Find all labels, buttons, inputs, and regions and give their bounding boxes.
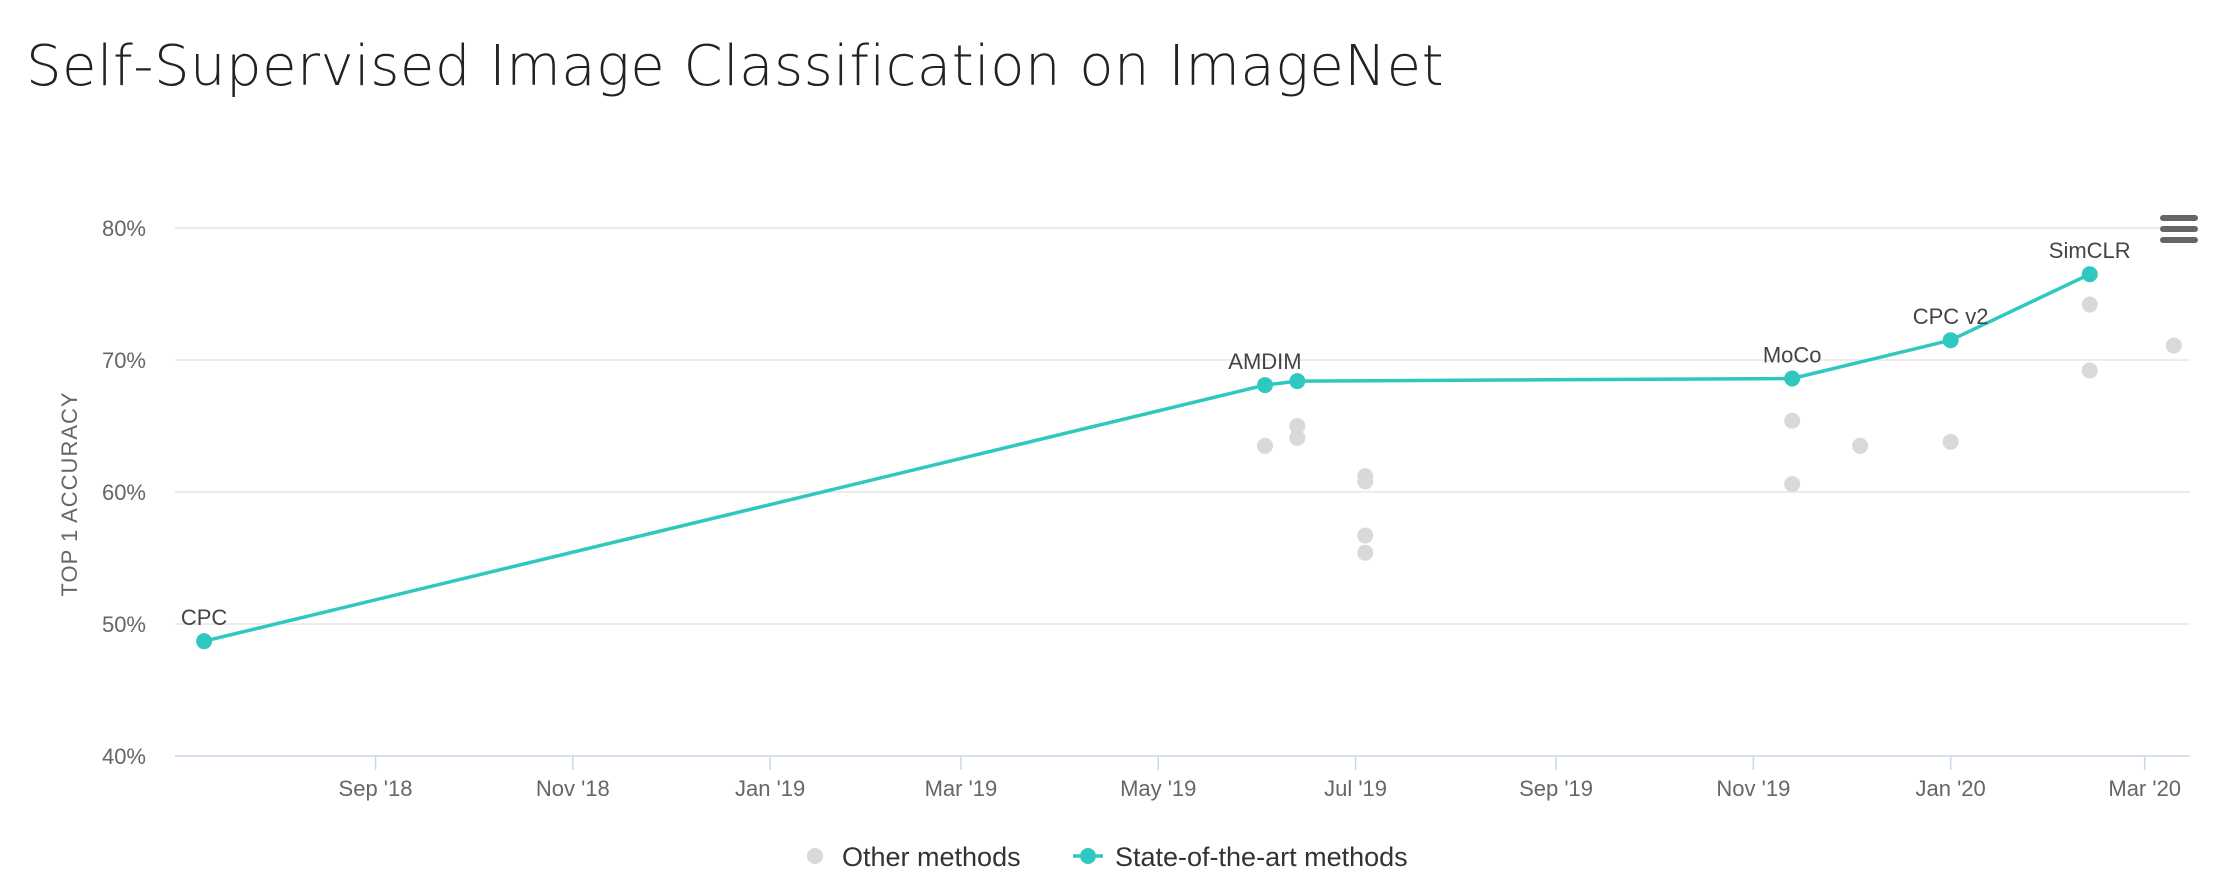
y-tick-label: 70% xyxy=(102,348,146,373)
other-method-point[interactable] xyxy=(1784,412,1801,429)
y-tick-label: 80% xyxy=(102,216,146,241)
other-method-point[interactable] xyxy=(1357,473,1374,490)
other-method-point[interactable] xyxy=(1942,433,1959,450)
sota-method-point[interactable] xyxy=(1256,377,1273,394)
other-method-point[interactable] xyxy=(2081,362,2098,379)
x-tick-label: Nov '19 xyxy=(1716,776,1790,801)
y-tick-label: 60% xyxy=(102,480,146,505)
point-label: SimCLR xyxy=(2049,238,2131,263)
y-axis-title: TOP 1 ACCURACY xyxy=(57,391,82,596)
other-method-point[interactable] xyxy=(1256,437,1273,454)
sota-method-point[interactable] xyxy=(2081,266,2098,283)
x-tick-label: Jan '19 xyxy=(735,776,805,801)
legend-sota-label[interactable]: State-of-the-art methods xyxy=(1115,842,1408,872)
sota-method-point[interactable] xyxy=(196,633,213,650)
point-label: CPC v2 xyxy=(1913,304,1989,329)
sota-method-point[interactable] xyxy=(1784,370,1801,387)
other-method-point[interactable] xyxy=(1357,544,1374,561)
other-method-point[interactable] xyxy=(1357,527,1374,544)
other-method-point[interactable] xyxy=(1852,437,1869,454)
other-method-point[interactable] xyxy=(1784,476,1801,493)
point-label: CPC xyxy=(181,605,228,630)
x-tick-label: May '19 xyxy=(1120,776,1196,801)
chart-menu-button[interactable] xyxy=(2160,215,2198,247)
point-label: AMDIM xyxy=(1228,349,1301,374)
x-tick-label: Sep '19 xyxy=(1519,776,1593,801)
sota-method-point[interactable] xyxy=(1942,332,1959,349)
x-tick-label: Mar '20 xyxy=(2108,776,2181,801)
y-tick-label: 40% xyxy=(102,744,146,769)
other-method-point[interactable] xyxy=(1289,429,1306,446)
other-method-point[interactable] xyxy=(2081,296,2098,313)
x-tick-label: Sep '18 xyxy=(339,776,413,801)
sota-method-point[interactable] xyxy=(1289,373,1306,390)
sota-line xyxy=(203,272,2091,643)
other-method-point[interactable] xyxy=(2165,337,2182,354)
other-method-point[interactable] xyxy=(1289,418,1306,434)
x-tick-label: Mar '19 xyxy=(925,776,998,801)
y-tick-label: 50% xyxy=(102,612,146,637)
page-title: Self-Supervised Image Classification on … xyxy=(26,34,1445,99)
x-tick-label: Nov '18 xyxy=(536,776,610,801)
point-label: MoCo xyxy=(1763,342,1822,367)
legend-other-label[interactable]: Other methods xyxy=(842,842,1021,872)
x-tick-label: Jul '19 xyxy=(1324,776,1387,801)
hamburger-menu-icon xyxy=(2160,215,2198,243)
legend-other-marker[interactable] xyxy=(807,848,823,864)
x-tick-label: Jan '20 xyxy=(1916,776,1986,801)
legend-sota-marker[interactable] xyxy=(1080,848,1096,864)
